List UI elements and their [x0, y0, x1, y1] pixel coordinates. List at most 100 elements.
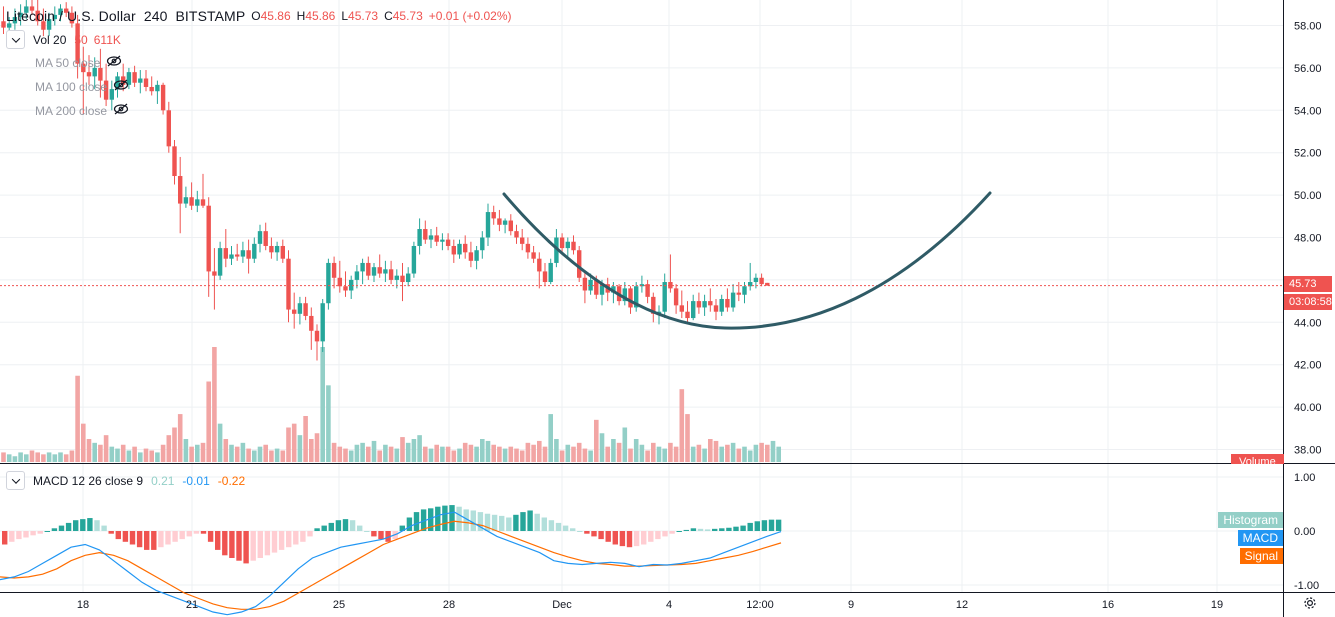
candle-body: [559, 237, 565, 249]
volume-study-label[interactable]: Vol 20: [33, 32, 67, 47]
volume-bar: [257, 446, 263, 462]
candle-body: [86, 72, 92, 77]
histogram-label: Histogram: [1218, 512, 1283, 528]
macd-histogram-bar: [342, 519, 349, 531]
volume-bar: [519, 450, 525, 462]
ma-200-label: MA 200 close: [35, 103, 108, 118]
volume-bar: [742, 446, 747, 462]
eye-crossed-icon[interactable]: [106, 55, 122, 70]
candle-body: [64, 8, 69, 13]
candle-body: [115, 76, 120, 90]
collapse-legend-button[interactable]: [6, 30, 25, 49]
volume-bar: [35, 452, 40, 462]
candle-body: [269, 245, 274, 253]
ma-100-legend[interactable]: MA 100 close: [35, 79, 129, 94]
candle-body: [765, 282, 770, 286]
macd-histogram-bar: [704, 529, 711, 531]
macd-histogram-bar: [548, 520, 555, 531]
macd-histogram-bar: [520, 512, 526, 531]
volume-bar: [348, 450, 354, 462]
macd-histogram-bar: [364, 531, 370, 532]
volume-bar: [565, 444, 571, 462]
volume-bar: [212, 347, 217, 462]
volume-bar: [29, 450, 35, 462]
macd-histogram-bar: [662, 531, 668, 537]
candle-body: [212, 271, 217, 276]
volume-bar: [428, 448, 434, 462]
candle-body: [274, 245, 280, 253]
candle-body: [548, 262, 553, 283]
candle-body: [508, 220, 513, 232]
volume-bar: [63, 454, 69, 462]
candle-body: [314, 330, 320, 342]
candle-body: [497, 218, 502, 225]
candle-body: [240, 250, 246, 257]
volume-bar: [685, 414, 690, 462]
volume-study-legend: Vol 20 50 611K: [6, 30, 121, 49]
candle-body: [520, 237, 525, 244]
candle-body: [24, 6, 29, 13]
candle-body: [411, 245, 417, 274]
candle-body: [183, 197, 189, 204]
macd-histogram-bar: [754, 521, 760, 531]
volume-bar: [172, 427, 177, 462]
candle-body: [58, 8, 63, 15]
macd-study-legend: MACD 12 26 close 9 0.21 -0.01 -0.22: [6, 471, 245, 490]
volume-bar: [639, 444, 645, 462]
exchange-label: BITSTAMP: [175, 8, 246, 24]
macd-histogram-bar: [151, 531, 157, 550]
volume-bar: [633, 439, 639, 462]
macd-histogram-bar: [690, 528, 697, 531]
macd-histogram-bar: [470, 510, 476, 531]
macd-study-label[interactable]: MACD 12 26 close 9: [33, 473, 144, 488]
ma-200-legend[interactable]: MA 200 close: [35, 103, 129, 118]
candle-body: [229, 254, 234, 259]
candle-body: [622, 288, 627, 302]
macd-histogram-bar: [378, 531, 384, 540]
candle-body: [440, 239, 445, 242]
macd-histogram-bar: [122, 531, 129, 542]
volume-bar: [730, 442, 736, 462]
volume-bar: [286, 427, 291, 462]
volume-bar: [343, 448, 348, 462]
time-tick-label: 28: [443, 599, 455, 611]
volume-bar: [263, 444, 268, 462]
volume-bar: [434, 444, 439, 462]
volume-bar: [360, 442, 365, 462]
candle-body: [343, 286, 348, 291]
candle-body: [702, 301, 707, 308]
macd-histogram-bar: [94, 520, 100, 531]
candle-body: [263, 231, 268, 246]
volume-bar: [765, 444, 770, 462]
candle-body: [354, 271, 360, 280]
macd-histogram-bar: [641, 531, 647, 545]
volume-bar: [759, 442, 764, 462]
ma-50-legend[interactable]: MA 50 close: [35, 55, 122, 70]
low-value: 45.73: [348, 9, 379, 23]
macd-histogram-bar: [16, 531, 22, 540]
eye-crossed-icon[interactable]: [113, 79, 129, 94]
macd-histogram-bar: [108, 531, 114, 534]
macd-histogram-bar: [463, 509, 469, 531]
volume-bar: [46, 452, 52, 462]
candle-body: [132, 72, 137, 83]
eye-crossed-icon[interactable]: [113, 103, 129, 118]
collapse-macd-button[interactable]: [6, 471, 25, 490]
macd-histogram-bar: [775, 519, 782, 531]
volume-bar: [331, 442, 337, 462]
candle-body: [662, 282, 667, 312]
low-label: L: [341, 9, 349, 23]
macd-histogram-bar: [23, 531, 29, 538]
gear-icon[interactable]: [1303, 596, 1317, 610]
macd-histogram-bar: [215, 531, 221, 550]
volume-bar: [491, 444, 496, 462]
open-label: O: [251, 9, 261, 23]
close-value: 45.73: [392, 9, 423, 23]
candle-body: [542, 271, 548, 283]
volume-bar: [149, 450, 154, 462]
volume-bar: [81, 423, 86, 462]
volume-bar: [309, 439, 314, 462]
symbol-name[interactable]: Litecoin / U.S. Dollar: [6, 8, 136, 24]
volume-bar: [75, 375, 80, 462]
